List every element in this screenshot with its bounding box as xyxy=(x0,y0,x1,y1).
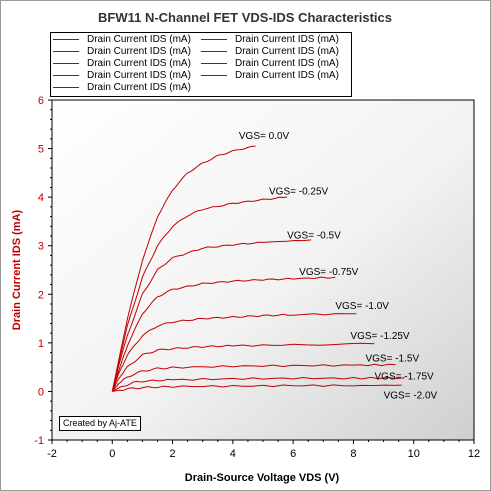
series-line xyxy=(111,145,256,392)
legend-swatch xyxy=(53,63,79,64)
curve-label: VGS= -1.25V xyxy=(350,331,410,342)
y-tick-label: 5 xyxy=(38,144,44,156)
legend-swatch xyxy=(201,51,227,52)
chart-title: BFW11 N-Channel FET VDS-IDS Characterist… xyxy=(98,10,392,25)
x-tick-label: 6 xyxy=(290,448,296,460)
legend-swatch xyxy=(201,63,227,64)
x-axis-label: Drain-Source Voltage VDS (V) xyxy=(185,472,340,484)
series-line xyxy=(112,384,402,392)
curve-labels-layer: VGS= 0.0V VGS= -0.25V VGS= -0.5V VGS= -0.75… xyxy=(239,131,438,402)
legend-swatch xyxy=(53,39,79,40)
curve-label: VGS= -1.75V xyxy=(375,371,435,382)
curve-label: VGS= -1.0V xyxy=(335,301,389,312)
curve-label: VGS= 0.0V xyxy=(239,131,290,142)
series-line xyxy=(112,376,405,392)
y-tick-label: 1 xyxy=(38,338,44,350)
x-tick-label: 2 xyxy=(170,448,176,460)
legend-swatch xyxy=(53,87,79,88)
x-tick-label: 4 xyxy=(230,448,236,460)
curve-label: VGS= -0.5V xyxy=(287,230,341,241)
curve-label: VGS= -0.75V xyxy=(299,267,359,278)
x-tick-label: 0 xyxy=(109,448,115,460)
series-line xyxy=(111,196,288,392)
legend-label: Drain Current IDS (mA) xyxy=(87,58,191,69)
x-tick-label: -2 xyxy=(47,448,57,460)
legend-label: Drain Current IDS (mA) xyxy=(235,46,339,57)
x-tick-label: 12 xyxy=(468,448,480,460)
x-tick-label: 10 xyxy=(408,448,420,460)
y-tick-label: 0 xyxy=(38,386,44,398)
legend-swatch xyxy=(53,51,79,52)
curve-label: VGS= -0.25V xyxy=(269,187,329,198)
legend-swatch xyxy=(201,75,227,76)
series-layer xyxy=(111,145,405,392)
legend: Drain Current IDS (mA) Drain Current IDS … xyxy=(50,32,352,97)
series-line xyxy=(111,239,312,392)
credit-label: Created by Aj-ATE xyxy=(59,416,141,431)
legend-label: Drain Current IDS (mA) xyxy=(235,70,339,81)
series-line xyxy=(111,342,375,392)
legend-swatch xyxy=(53,75,79,76)
y-tick-label: 3 xyxy=(38,241,44,253)
series-line xyxy=(111,276,336,392)
y-tick-label: 6 xyxy=(38,95,44,107)
y-tick-label: -1 xyxy=(34,435,44,447)
legend-swatch xyxy=(201,39,227,40)
plot-background xyxy=(51,99,475,441)
series-line xyxy=(111,313,357,392)
legend-label: Drain Current IDS (mA) xyxy=(235,58,339,69)
curve-label: VGS= -2.0V xyxy=(384,391,438,402)
legend-label: Drain Current IDS (mA) xyxy=(87,34,191,45)
legend-label: Drain Current IDS (mA) xyxy=(87,46,191,57)
x-tick-label: 8 xyxy=(350,448,356,460)
y-axis-label: Drain Current IDS (mA) xyxy=(11,209,23,330)
y-tick-label: 4 xyxy=(38,192,44,204)
y-tick-label: 2 xyxy=(38,289,44,301)
legend-label: Drain Current IDS (mA) xyxy=(87,82,191,93)
curve-label: VGS= -1.5V xyxy=(365,353,419,364)
legend-label: Drain Current IDS (mA) xyxy=(87,70,191,81)
series-line xyxy=(111,363,396,392)
legend-label: Drain Current IDS (mA) xyxy=(235,34,339,45)
